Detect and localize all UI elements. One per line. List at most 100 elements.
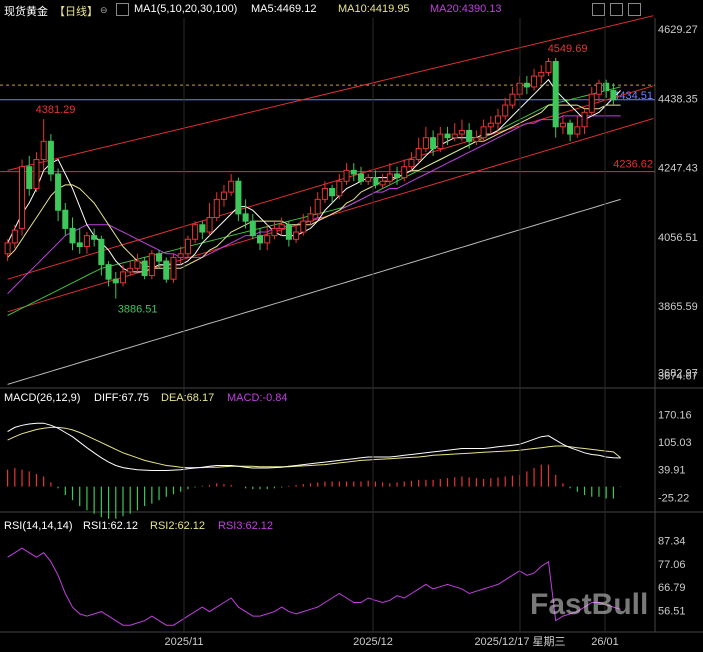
candle-body bbox=[502, 104, 509, 117]
candle-body bbox=[264, 235, 271, 244]
rsi-tick-label: 87.34 bbox=[658, 536, 686, 548]
candle-body bbox=[300, 220, 307, 233]
candle-body bbox=[574, 126, 581, 135]
candle-body bbox=[437, 133, 444, 150]
candle-body bbox=[487, 122, 494, 128]
x-tick-label: 2025/12 bbox=[353, 636, 393, 648]
candle-body bbox=[494, 115, 502, 124]
candle-body bbox=[242, 213, 249, 222]
candle-body bbox=[256, 235, 264, 244]
candle-body bbox=[83, 235, 90, 248]
price-tick-label: 4438.35 bbox=[658, 93, 698, 105]
add-icon[interactable] bbox=[592, 3, 605, 16]
watermark-logo: FastBull bbox=[530, 588, 649, 621]
trend-channel-line bbox=[7, 85, 654, 280]
instrument-title: 现货黄金 bbox=[4, 6, 48, 18]
candle-body bbox=[430, 137, 437, 150]
rsi-label: RSI(14,14,14) bbox=[4, 520, 73, 532]
candle-body bbox=[184, 238, 191, 255]
price-tick-label: 3682.97 bbox=[658, 367, 698, 379]
candle-body bbox=[40, 140, 47, 160]
candle-body bbox=[531, 75, 538, 88]
candle-body bbox=[278, 224, 285, 229]
support-label: 4236.62 bbox=[613, 159, 653, 171]
candle-body bbox=[321, 187, 328, 200]
candle-body bbox=[365, 177, 372, 182]
candle-body bbox=[26, 166, 33, 189]
candle-body bbox=[307, 213, 314, 222]
price-tick-label: 4056.51 bbox=[658, 232, 698, 244]
candle-body bbox=[235, 180, 242, 215]
candle-body bbox=[76, 242, 83, 248]
rsi-tick-label: 77.06 bbox=[658, 559, 686, 571]
candle-body bbox=[523, 82, 530, 88]
candle-body bbox=[33, 158, 40, 189]
candle-body bbox=[350, 169, 357, 175]
candle-body bbox=[538, 71, 545, 77]
candle-body bbox=[19, 166, 26, 229]
period-label[interactable]: 【日线】 bbox=[54, 6, 98, 18]
candle-body bbox=[127, 267, 134, 273]
ma5-value: MA5:4469.12 bbox=[251, 3, 317, 15]
close-icon[interactable] bbox=[610, 3, 623, 16]
rsi3-value: RSI3:62.12 bbox=[218, 520, 274, 532]
candle-body bbox=[581, 111, 588, 128]
candle-body bbox=[372, 177, 379, 186]
price-tick-label: 4247.43 bbox=[658, 163, 698, 175]
x-tick-label: 2025/12/17 星期三 bbox=[474, 635, 565, 648]
current-price-label: 4434.51 bbox=[613, 90, 653, 102]
candle-body bbox=[552, 61, 559, 128]
candle-body bbox=[105, 264, 112, 280]
x-tick-label: 26/01 bbox=[591, 636, 619, 648]
settings-icon[interactable]: ⊖ bbox=[100, 5, 108, 15]
ma20-line bbox=[7, 115, 621, 295]
price-annotation: 4549.69 bbox=[548, 43, 588, 55]
candle-body bbox=[156, 253, 163, 262]
candle-body bbox=[466, 129, 473, 142]
candle-body bbox=[314, 198, 321, 215]
indicator-icon[interactable] bbox=[116, 3, 129, 16]
macd-dea-line bbox=[7, 426, 621, 469]
ma5-line bbox=[7, 78, 621, 273]
candle-body bbox=[545, 61, 552, 73]
candle-body bbox=[588, 93, 595, 113]
ma30-line bbox=[7, 86, 621, 316]
candle-body bbox=[220, 191, 227, 200]
candle-body bbox=[480, 126, 487, 139]
price-tick-label: 3865.59 bbox=[658, 301, 698, 313]
candle-body bbox=[134, 260, 141, 269]
macd-tick-label: -25.22 bbox=[658, 492, 689, 504]
price-annotation: 3886.51 bbox=[118, 304, 158, 316]
price-annotation: 4381.29 bbox=[36, 104, 76, 116]
candle-body bbox=[206, 217, 213, 233]
candle-body bbox=[199, 224, 206, 233]
candle-body bbox=[228, 180, 235, 193]
candle-body bbox=[55, 173, 62, 211]
candle-body bbox=[422, 137, 429, 150]
candle-body bbox=[386, 173, 393, 182]
rsi-line bbox=[7, 547, 621, 626]
candle-body bbox=[4, 242, 11, 255]
candle-body bbox=[192, 224, 199, 240]
candle-body bbox=[62, 209, 69, 229]
candle-body bbox=[177, 253, 184, 258]
ma20-value: MA20:4390.13 bbox=[430, 3, 502, 15]
ma-label: MA1(5,10,20,30,100) bbox=[134, 3, 238, 15]
candle-body bbox=[610, 90, 617, 101]
candle-body bbox=[98, 238, 105, 266]
price-tick-label: 3674.67 bbox=[658, 370, 698, 382]
candle-body bbox=[451, 133, 458, 139]
toggle-icon[interactable] bbox=[628, 3, 641, 16]
candle-body bbox=[112, 278, 119, 284]
rsi1-value: RSI1:62.12 bbox=[83, 520, 139, 532]
candle-body bbox=[567, 122, 574, 135]
candle-body bbox=[271, 227, 278, 237]
macd-tick-label: 39.91 bbox=[658, 465, 686, 477]
macd-tick-label: 170.16 bbox=[658, 410, 692, 422]
candle-body bbox=[91, 235, 98, 240]
candle-body bbox=[343, 169, 350, 182]
macd-diff-value: DIFF:67.75 bbox=[94, 392, 150, 404]
x-tick-label: 2025/11 bbox=[165, 636, 204, 648]
trend-channel-line bbox=[7, 15, 654, 171]
